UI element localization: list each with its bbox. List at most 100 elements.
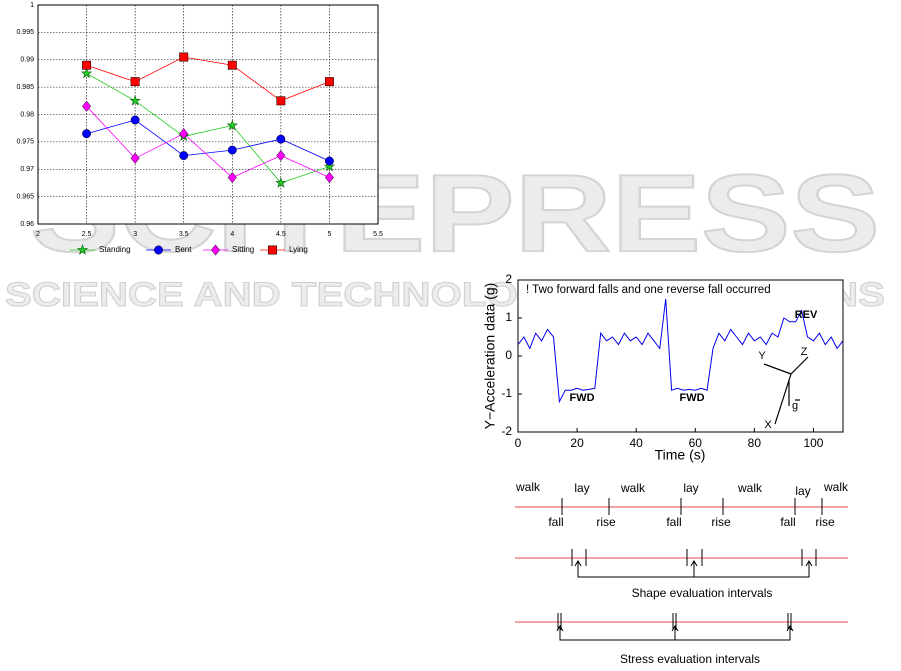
y-tick-label: 1: [30, 2, 34, 9]
chart-title: ! Two forward falls and one reverse fall…: [526, 284, 771, 296]
y-tick-label: 0.995: [16, 29, 34, 36]
y-tick-label: 2: [505, 272, 512, 286]
x-tick-label: 3: [133, 231, 137, 238]
series-line: [86, 119, 330, 162]
legend-marker: [268, 245, 277, 255]
state-label: lay: [795, 484, 810, 498]
plot-frame: [517, 279, 844, 433]
state-label: walk: [515, 480, 541, 494]
state-label: walk: [737, 481, 763, 495]
x-tick-label: 100: [803, 436, 823, 450]
x-tick-label: 2: [36, 231, 40, 238]
x-tick-label: 5.5: [373, 231, 383, 238]
interval-ticks: [571, 549, 817, 578]
series-line: [86, 73, 330, 184]
event-label: rise: [815, 515, 835, 529]
series-line: [517, 298, 844, 404]
plot-frame: [37, 4, 379, 225]
axis-arrow: [790, 356, 809, 375]
x-tick-label: 60: [689, 436, 703, 450]
marker: [227, 60, 237, 70]
series-line: [86, 56, 330, 102]
state-label: walk: [620, 481, 646, 495]
legend-marker: [76, 244, 89, 255]
annotation: FWD: [569, 392, 594, 404]
legend-label: Bent: [175, 245, 192, 254]
marker: [80, 67, 93, 79]
marker: [276, 149, 286, 162]
x-tick-label: 4: [230, 231, 234, 238]
chart-1: 2 2.5 3 3.5 4 4.5 5 5.5 0.96 0.965 0.97 0.975 0.98 0.…: [16, 2, 383, 256]
x-tick-label: 20: [570, 436, 584, 450]
marker: [82, 129, 92, 139]
y-tick-label: 0.96: [20, 221, 34, 228]
marker: [130, 77, 140, 87]
x-tick-label: 4.5: [276, 231, 286, 238]
state-label: walk: [823, 480, 849, 494]
marker: [227, 145, 237, 155]
marker: [130, 115, 140, 125]
marker: [324, 77, 334, 87]
y-tick-label: 0.99: [20, 57, 34, 64]
legend-marker: [154, 245, 163, 255]
x-tick-label: 40: [630, 436, 644, 450]
marker: [179, 151, 189, 161]
axis-arrow: [763, 363, 792, 375]
caption: Stress evaluation intervals: [620, 652, 760, 666]
x-axis-label: Time (s): [655, 447, 706, 463]
marker: [276, 96, 286, 106]
annotation: g: [792, 400, 798, 412]
event-label: fall: [548, 515, 563, 529]
marker: [129, 94, 141, 106]
annotation: Z: [801, 346, 808, 358]
marker: [82, 60, 92, 70]
caption: Shape evaluation intervals: [632, 586, 773, 600]
x-tick-label: 0: [515, 436, 522, 450]
y-tick-label: 0.985: [16, 84, 34, 91]
marker: [179, 128, 189, 140]
y-tick-label: 1: [505, 310, 512, 324]
event-ticks: [561, 498, 823, 515]
y-tick-label: -2: [501, 424, 512, 438]
marker: [82, 100, 92, 112]
marker: [324, 156, 334, 166]
y-axis-label: Y−Acceleration data (g): [482, 283, 498, 430]
chart-2: 0 20 40 60 80 100 -2 -1 0 1 2 ! Two forward falls …: [482, 272, 844, 463]
axis-arrow: [774, 373, 792, 425]
legend-label: Lying: [289, 245, 308, 254]
annotation: Y: [758, 350, 766, 362]
legend-label: Standing: [99, 245, 131, 254]
event-label: fall: [780, 515, 795, 529]
legend-marker: [210, 244, 221, 256]
annotation: FWD: [679, 392, 704, 404]
marker: [227, 171, 237, 184]
x-tick-label: 80: [748, 436, 762, 450]
legend-label: Sitting: [232, 245, 254, 254]
marker: [179, 52, 189, 62]
event-label: rise: [596, 515, 616, 529]
marker: [323, 160, 336, 172]
interval-ticks: [556, 613, 794, 641]
series-line: [86, 106, 330, 178]
y-tick-label: 0.975: [16, 139, 34, 146]
arrow-heads: [556, 625, 794, 632]
state-label: lay: [574, 481, 589, 495]
annotation: X: [764, 419, 772, 431]
event-label: fall: [666, 515, 681, 529]
axes-inset: [763, 356, 809, 425]
x-tick-label: 5: [327, 231, 331, 238]
marker: [275, 176, 287, 188]
state-label: lay: [683, 481, 698, 495]
event-label: rise: [711, 515, 731, 529]
y-tick-label: 0.97: [20, 166, 34, 173]
marker: [130, 152, 140, 164]
marker: [324, 171, 334, 184]
y-tick-label: 0.98: [20, 111, 34, 118]
timeline-diagram: Shape evaluation intervals Stress evalua…: [515, 480, 849, 666]
marker: [276, 134, 286, 144]
plot-area: [517, 279, 844, 433]
y-tick-label: -1: [501, 386, 512, 400]
y-tick-label: 0: [505, 348, 512, 362]
arrow-heads: [574, 560, 813, 567]
x-tick-label: 3.5: [179, 231, 189, 238]
